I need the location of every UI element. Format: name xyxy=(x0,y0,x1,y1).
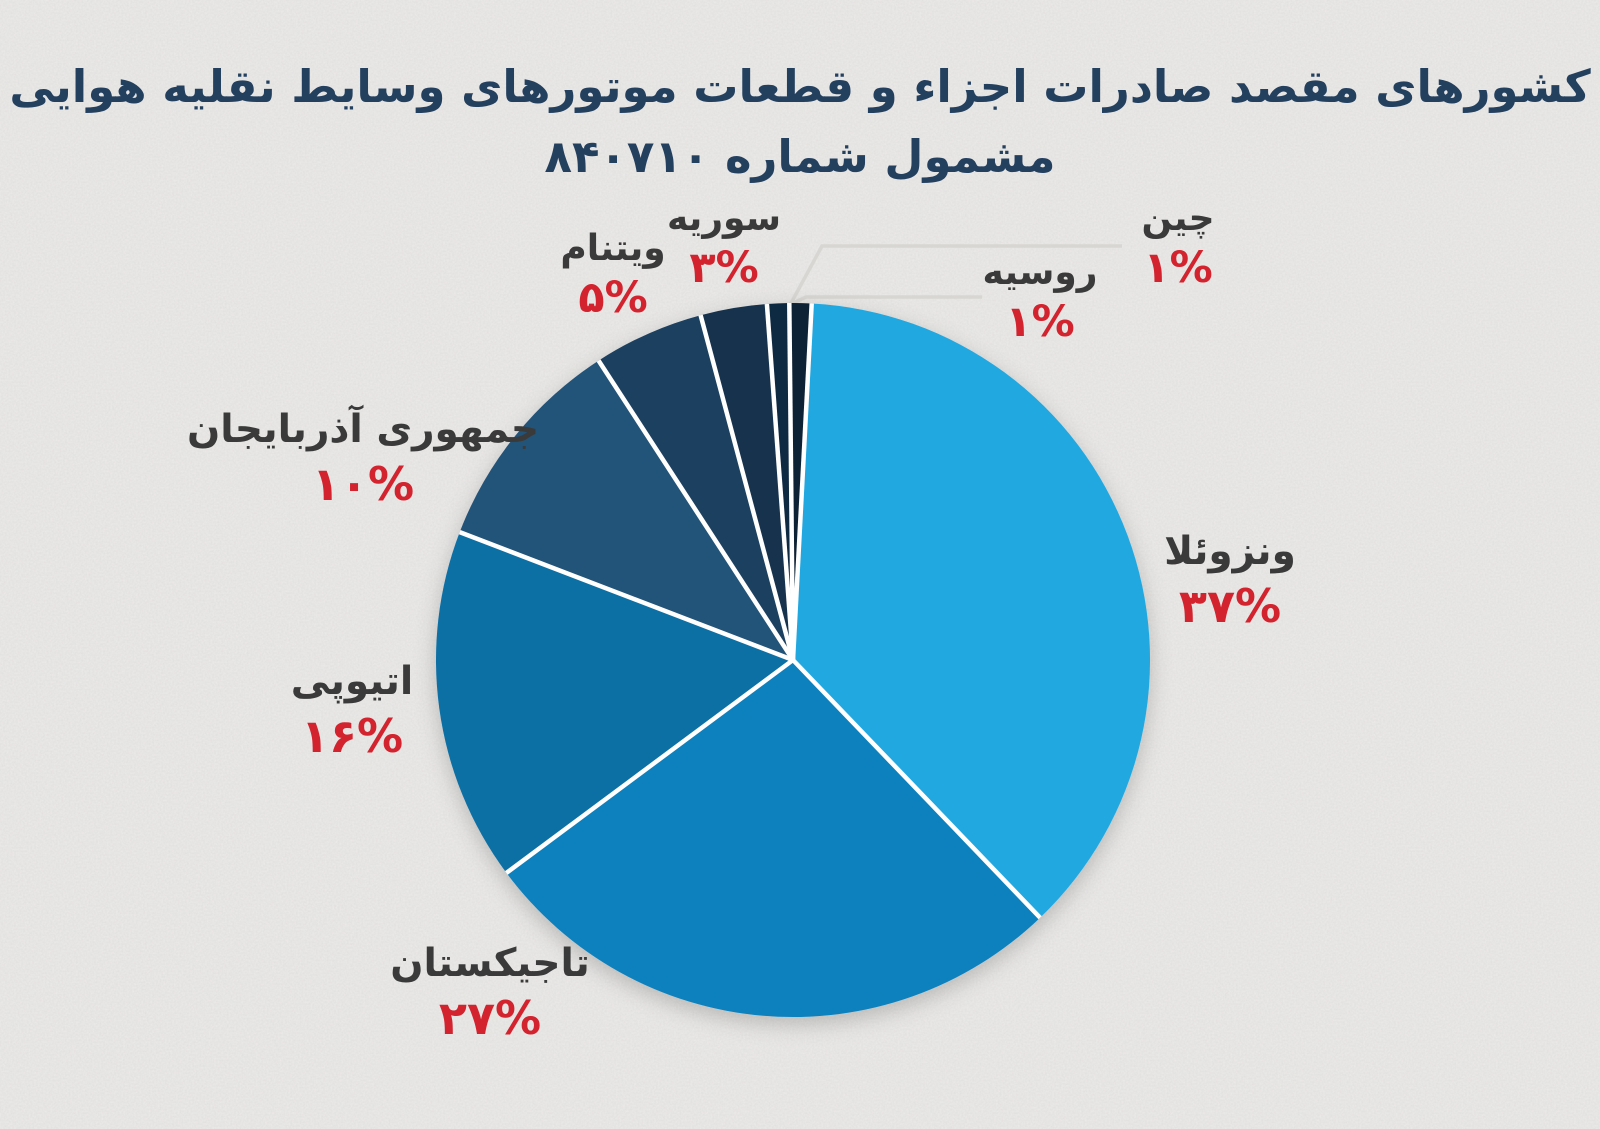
label-russia-percent: ۱% xyxy=(1005,297,1075,348)
label-syria-percent: ۳% xyxy=(689,243,759,294)
label-ethiopia-name: اتیوپی xyxy=(290,659,414,704)
label-venezuela-name: ونزوئلا xyxy=(1164,529,1296,574)
label-vietnam: ویتنام ۵% xyxy=(560,228,665,323)
label-tajikistan-percent: ۲۷% xyxy=(438,990,542,1045)
label-china-percent: ۱% xyxy=(1143,243,1213,294)
label-tajikistan-name: تاجیکستان xyxy=(390,941,590,986)
label-vietnam-percent: ۵% xyxy=(578,273,648,324)
label-china-name: چین xyxy=(1141,198,1215,239)
label-azerbaijan-name: جمهوری آذربایجان xyxy=(186,407,540,452)
label-azerbaijan: جمهوری آذربایجان ۱۰% xyxy=(186,407,540,511)
label-ethiopia-percent: ۱۶% xyxy=(300,708,404,763)
label-russia: روسیه ۱% xyxy=(982,252,1097,347)
label-syria-name: سوریه xyxy=(666,198,782,239)
label-tajikistan: تاجیکستان ۲۷% xyxy=(390,941,590,1045)
label-venezuela-percent: ۳۷% xyxy=(1178,578,1282,633)
label-vietnam-name: ویتنام xyxy=(560,228,666,269)
label-china: چین ۱% xyxy=(1141,198,1214,293)
label-azerbaijan-percent: ۱۰% xyxy=(311,456,415,511)
label-syria: سوریه ۳% xyxy=(667,198,781,293)
label-russia-name: روسیه xyxy=(982,252,1098,293)
label-venezuela: ونزوئلا ۳۷% xyxy=(1164,529,1296,633)
label-ethiopia: اتیوپی ۱۶% xyxy=(290,659,414,763)
